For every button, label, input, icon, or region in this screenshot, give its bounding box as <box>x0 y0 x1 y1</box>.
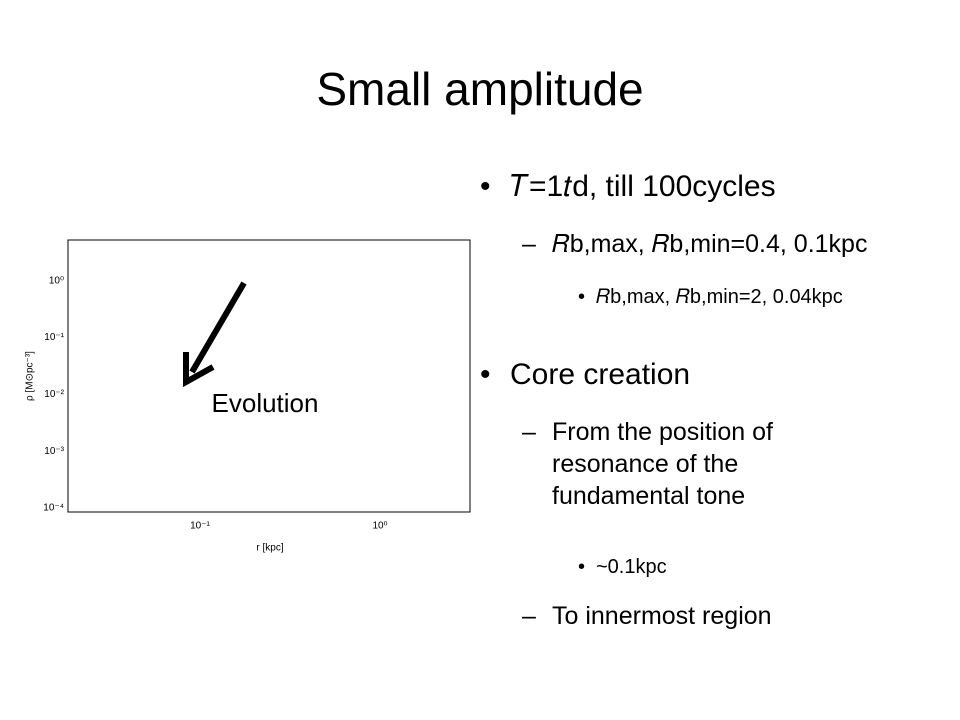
bullet-marker: • <box>578 286 586 308</box>
bullet: From the position of resonance of the fu… <box>552 418 773 510</box>
bullet: 𝑇=1𝑡d, till 100cycles <box>510 170 776 203</box>
arrow-head <box>183 352 215 388</box>
arrow-shaft <box>189 281 247 374</box>
y-tick-label: 10⁻¹ <box>44 332 64 343</box>
x-tick-label: 10⁰ <box>372 521 387 532</box>
y-tick-label: 10⁻² <box>44 389 64 400</box>
bullet: Core creation <box>510 358 691 391</box>
bullet: ~0.1kpc <box>596 556 667 578</box>
bullet-marker: – <box>522 602 536 630</box>
bullet-marker: – <box>522 418 536 446</box>
annotation: Evolution <box>212 388 319 418</box>
bullet-marker: – <box>522 230 536 258</box>
bullet: To innermost region <box>552 602 772 630</box>
bullet-marker: • <box>578 556 586 578</box>
y-tick-label: 10⁻³ <box>44 446 64 457</box>
bullet: 𝑅b,max, 𝑅b,min=2, 0.04kpc <box>596 286 843 308</box>
y-axis-label: ρ [M⊙pc⁻³] <box>25 351 36 401</box>
bullet: 𝑅b,max, 𝑅b,min=0.4, 0.1kpc <box>552 230 868 258</box>
bullet-marker: • <box>480 358 491 391</box>
y-tick-label: 10⁻⁴ <box>43 503 64 514</box>
bullet-marker: • <box>480 170 491 203</box>
x-tick-label: 10⁻¹ <box>190 521 210 532</box>
slide-title: Small amplitude <box>316 63 644 115</box>
x-axis-label: r [kpc] <box>256 543 283 554</box>
plot-frame <box>67 239 471 513</box>
y-tick-label: 10⁰ <box>49 275 64 286</box>
